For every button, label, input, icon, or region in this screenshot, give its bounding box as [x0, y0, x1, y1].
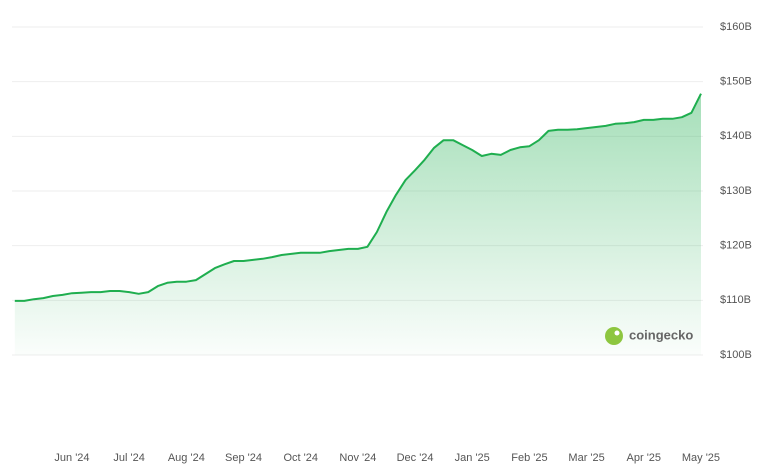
- x-tick-label: Apr '25: [627, 452, 662, 464]
- x-tick-label: Dec '24: [397, 452, 434, 464]
- price-line: [14, 93, 702, 302]
- y-tick-label: $130B: [720, 185, 752, 197]
- x-tick-label: Jul '24: [113, 452, 144, 464]
- y-tick-label: $100B: [720, 349, 752, 361]
- y-tick-label: $150B: [720, 76, 752, 88]
- x-tick-label: Jan '25: [455, 452, 490, 464]
- y-tick-label: $160B: [720, 21, 752, 33]
- x-tick-label: May '25: [682, 452, 720, 464]
- x-tick-label: Sep '24: [225, 452, 262, 464]
- y-tick-label: $140B: [720, 130, 752, 142]
- y-tick-label: $110B: [720, 294, 751, 306]
- x-tick-label: Mar '25: [568, 452, 604, 464]
- watermark: coingecko: [605, 327, 693, 345]
- x-tick-label: Aug '24: [168, 452, 205, 464]
- watermark-text: coingecko: [629, 327, 693, 342]
- x-tick-label: Jun '24: [54, 452, 89, 464]
- x-tick-label: Nov '24: [339, 452, 376, 464]
- y-tick-label: $120B: [720, 240, 752, 252]
- x-tick-label: Oct '24: [283, 452, 318, 464]
- x-tick-label: Feb '25: [511, 452, 547, 464]
- area-fill: [14, 93, 702, 355]
